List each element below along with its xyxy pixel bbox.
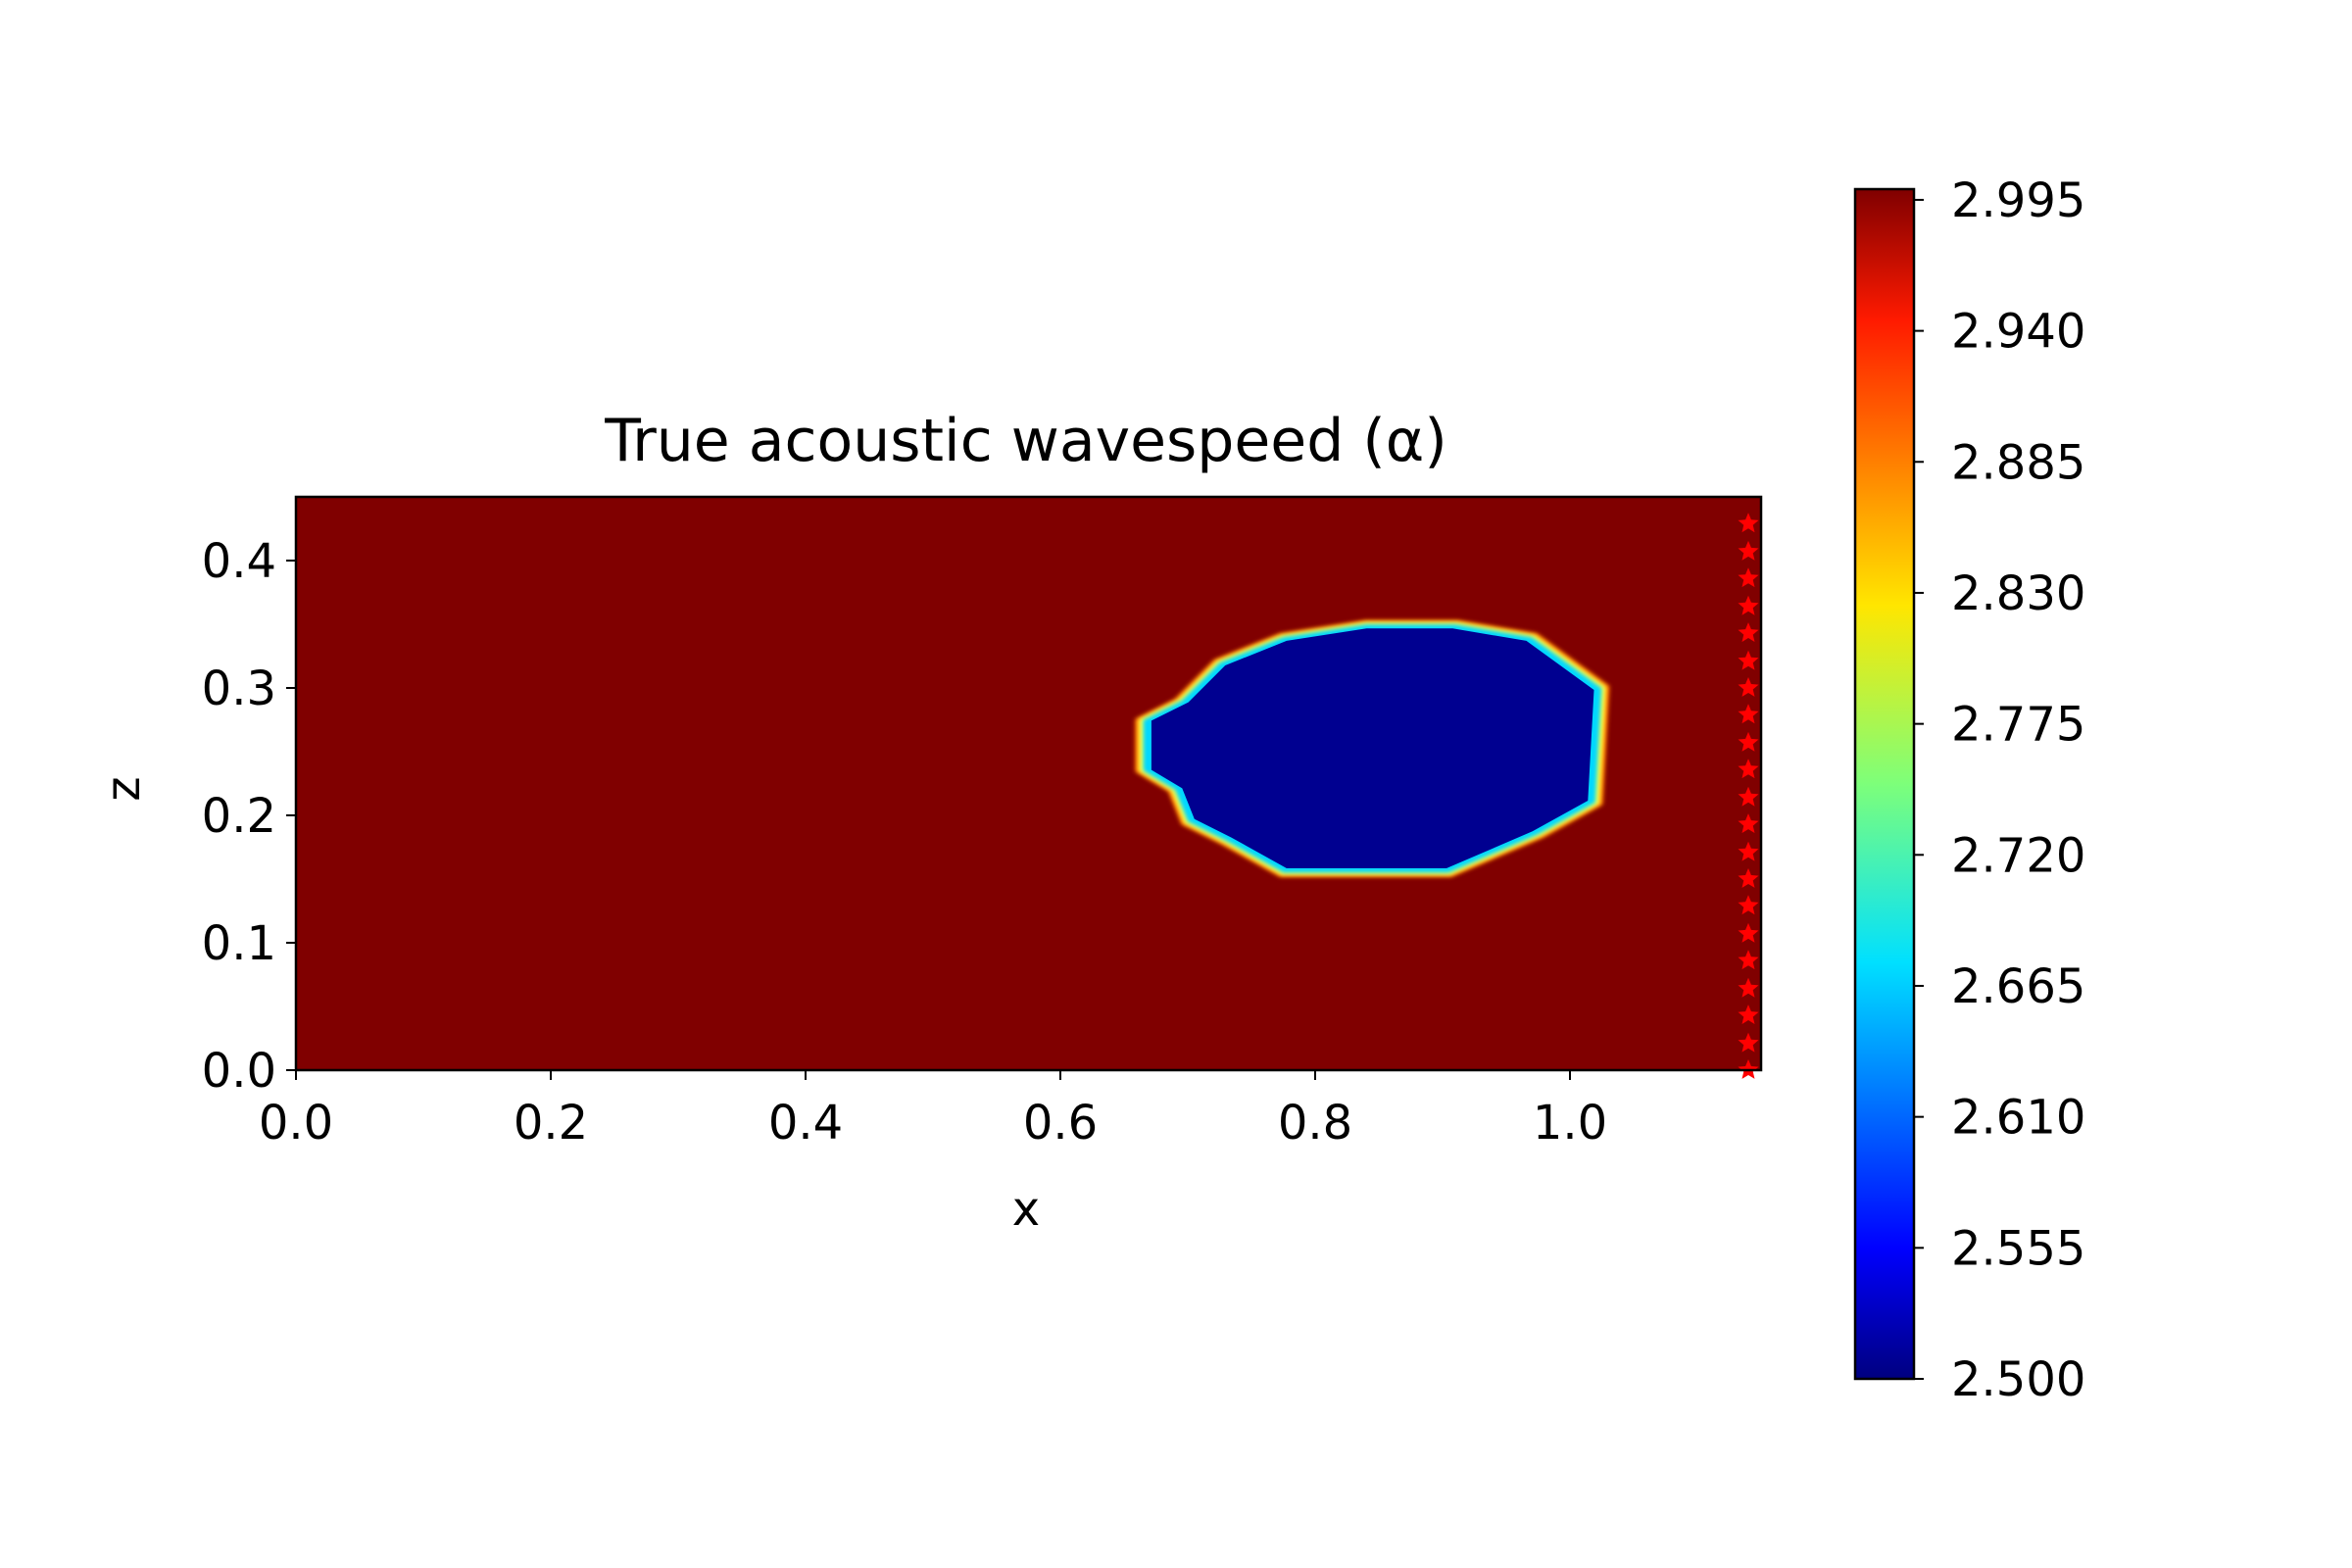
receiver-star-marker: [1738, 704, 1759, 724]
colorbar-tick-label: 2.720: [1951, 828, 2085, 883]
receiver-star-marker: [1738, 622, 1759, 642]
y-tick-label: 0.3: [202, 662, 276, 716]
x-axis-label: x: [1012, 1182, 1040, 1237]
receiver-star-marker: [1738, 868, 1759, 888]
receiver-star-marker: [1738, 1032, 1759, 1053]
y-tick-label: 0.1: [202, 916, 276, 971]
colorbar-frame: [1853, 187, 1916, 1381]
colorbar-tick-label: 2.830: [1951, 566, 2085, 621]
x-tick-label: 0.2: [514, 1096, 588, 1151]
colorbar-tick-label: 2.665: [1951, 959, 2085, 1014]
receiver-star-marker: [1738, 677, 1759, 697]
receiver-star-marker: [1738, 813, 1759, 833]
receiver-star-marker: [1738, 759, 1759, 779]
receiver-star-marker: [1738, 1004, 1759, 1024]
colorbar-tick-label: 2.555: [1951, 1221, 2085, 1276]
colorbar-ticks: 2.500 2.555 2.610 2.665 2.720 2.775 2.830 2.885…: [1914, 173, 2085, 1407]
receiver-star-marker: [1738, 567, 1759, 588]
colorbar-tick-label: 2.995: [1951, 173, 2085, 228]
receiver-star-marker: [1738, 977, 1759, 998]
chart-title: True acoustic wavespeed (α): [604, 407, 1446, 475]
y-tick-label: 0.4: [202, 534, 276, 589]
y-tick-label: 0.2: [202, 789, 276, 844]
colorbar-gradient: [1855, 189, 1914, 1379]
receiver-star-marker: [1738, 650, 1759, 670]
x-tick-label: 1.0: [1533, 1096, 1607, 1151]
receiver-markers: [1738, 513, 1759, 1079]
receiver-star-marker: [1738, 731, 1759, 752]
colorbar-tick-label: 2.500: [1951, 1352, 2085, 1407]
receiver-star-marker: [1738, 540, 1759, 561]
x-tick-label: 0.0: [259, 1096, 333, 1151]
inclusion-core: [1151, 628, 1594, 868]
plot-area: [294, 495, 1763, 1079]
receiver-star-marker: [1738, 513, 1759, 533]
receiver-star-marker: [1738, 786, 1759, 807]
y-axis-label: z: [96, 776, 151, 801]
receiver-star-marker: [1738, 922, 1759, 943]
receiver-star-marker: [1738, 895, 1759, 915]
x-tick-label: 0.6: [1023, 1096, 1098, 1151]
x-axis: 0.0 0.2 0.4 0.6 0.8 1.0: [259, 1070, 1607, 1151]
receiver-star-marker: [1738, 841, 1759, 861]
y-tick-label: 0.0: [202, 1044, 276, 1099]
receiver-star-marker: [1738, 950, 1759, 970]
colorbar-tick-label: 2.775: [1951, 698, 2085, 753]
x-tick-label: 0.4: [768, 1096, 843, 1151]
colorbar-tick-label: 2.940: [1951, 305, 2085, 360]
colorbar: 2.500 2.555 2.610 2.665 2.720 2.775 2.830 2.885…: [1853, 173, 2085, 1407]
plot-frame: [294, 495, 1763, 1072]
colorbar-tick-label: 2.610: [1951, 1091, 2085, 1146]
inclusion-group: [1135, 619, 1610, 877]
receiver-star-marker: [1738, 595, 1759, 615]
x-tick-label: 0.8: [1278, 1096, 1352, 1151]
y-axis: 0.0 0.1 0.2 0.3 0.4: [202, 534, 296, 1099]
colorbar-tick-label: 2.885: [1951, 435, 2085, 490]
